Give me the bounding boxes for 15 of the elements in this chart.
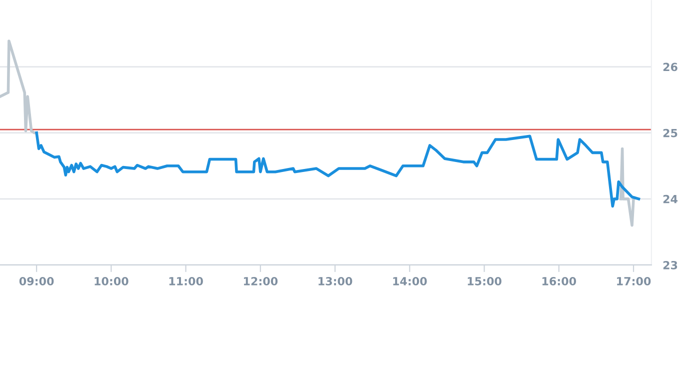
- x-tick-label: 17:00: [617, 276, 651, 286]
- x-tick-label: 15:00: [468, 276, 502, 286]
- x-tick-label: 10:00: [94, 276, 128, 286]
- x-tick-label: 13:00: [318, 276, 352, 286]
- y-tick-label: 25: [663, 128, 678, 138]
- line-series: [35, 131, 640, 208]
- x-tick-label: 12:00: [244, 276, 278, 286]
- x-tick-label: 16:00: [542, 276, 576, 286]
- x-tick-label: 11:00: [169, 276, 203, 286]
- x-tick-label: 09:00: [19, 276, 54, 286]
- y-tick-label: 24: [663, 194, 678, 204]
- y-tick-label: 26: [663, 62, 678, 72]
- line-series: [0, 40, 38, 134]
- x-tick-label: 14:00: [393, 276, 427, 286]
- y-tick-label: 23: [663, 260, 678, 270]
